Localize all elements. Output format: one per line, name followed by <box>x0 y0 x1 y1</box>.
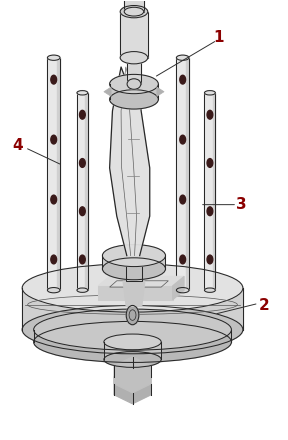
Bar <box>176 58 189 290</box>
Polygon shape <box>173 276 184 300</box>
Circle shape <box>207 207 213 216</box>
Circle shape <box>51 195 56 204</box>
Polygon shape <box>110 84 158 99</box>
Ellipse shape <box>120 6 148 18</box>
Polygon shape <box>98 286 173 300</box>
Bar <box>85 93 88 290</box>
Bar <box>204 93 215 290</box>
Circle shape <box>79 255 85 264</box>
Ellipse shape <box>176 288 189 293</box>
Bar <box>126 259 142 281</box>
Polygon shape <box>104 87 111 96</box>
Bar <box>124 0 144 11</box>
Bar <box>48 58 60 290</box>
Polygon shape <box>22 288 243 330</box>
Circle shape <box>180 255 185 264</box>
Circle shape <box>79 207 85 216</box>
Circle shape <box>51 135 56 144</box>
Text: 4: 4 <box>13 138 23 153</box>
Bar <box>77 93 88 290</box>
Circle shape <box>51 255 56 264</box>
Circle shape <box>126 305 139 325</box>
Polygon shape <box>110 67 150 256</box>
Ellipse shape <box>176 55 189 60</box>
Ellipse shape <box>77 91 88 95</box>
Ellipse shape <box>22 264 243 312</box>
Circle shape <box>180 195 185 204</box>
Polygon shape <box>98 276 184 286</box>
Ellipse shape <box>104 334 161 350</box>
Bar <box>213 93 215 290</box>
Ellipse shape <box>34 309 232 350</box>
Polygon shape <box>114 368 151 404</box>
Text: 1: 1 <box>213 30 224 45</box>
Bar <box>127 58 141 84</box>
Polygon shape <box>103 256 166 269</box>
Ellipse shape <box>22 305 243 354</box>
Circle shape <box>180 75 185 84</box>
Ellipse shape <box>48 288 60 293</box>
Bar <box>120 11 148 58</box>
Polygon shape <box>104 342 161 359</box>
Circle shape <box>207 255 213 264</box>
Bar <box>204 93 215 290</box>
Bar <box>120 11 148 58</box>
Bar <box>77 93 88 290</box>
Polygon shape <box>34 330 232 342</box>
Ellipse shape <box>48 55 60 60</box>
Ellipse shape <box>103 245 166 267</box>
Circle shape <box>207 110 213 119</box>
Circle shape <box>180 135 185 144</box>
Ellipse shape <box>124 7 144 16</box>
Ellipse shape <box>120 51 148 64</box>
Bar <box>48 58 60 290</box>
Ellipse shape <box>204 91 215 95</box>
Ellipse shape <box>34 322 232 363</box>
Bar <box>176 58 189 290</box>
Ellipse shape <box>127 79 141 89</box>
Polygon shape <box>114 357 151 393</box>
Ellipse shape <box>110 74 158 94</box>
Polygon shape <box>157 87 164 96</box>
Ellipse shape <box>204 288 215 292</box>
Circle shape <box>207 158 213 167</box>
Ellipse shape <box>104 352 161 367</box>
Polygon shape <box>123 281 145 306</box>
Bar <box>186 58 189 290</box>
Circle shape <box>51 75 56 84</box>
Bar <box>127 58 141 84</box>
Bar <box>124 0 144 11</box>
Circle shape <box>79 110 85 119</box>
Circle shape <box>79 158 85 167</box>
Text: 2: 2 <box>259 298 270 313</box>
Ellipse shape <box>77 288 88 292</box>
Bar <box>126 259 142 281</box>
Text: 3: 3 <box>236 197 247 212</box>
Bar <box>57 58 60 290</box>
Ellipse shape <box>103 258 166 280</box>
Ellipse shape <box>110 90 158 109</box>
